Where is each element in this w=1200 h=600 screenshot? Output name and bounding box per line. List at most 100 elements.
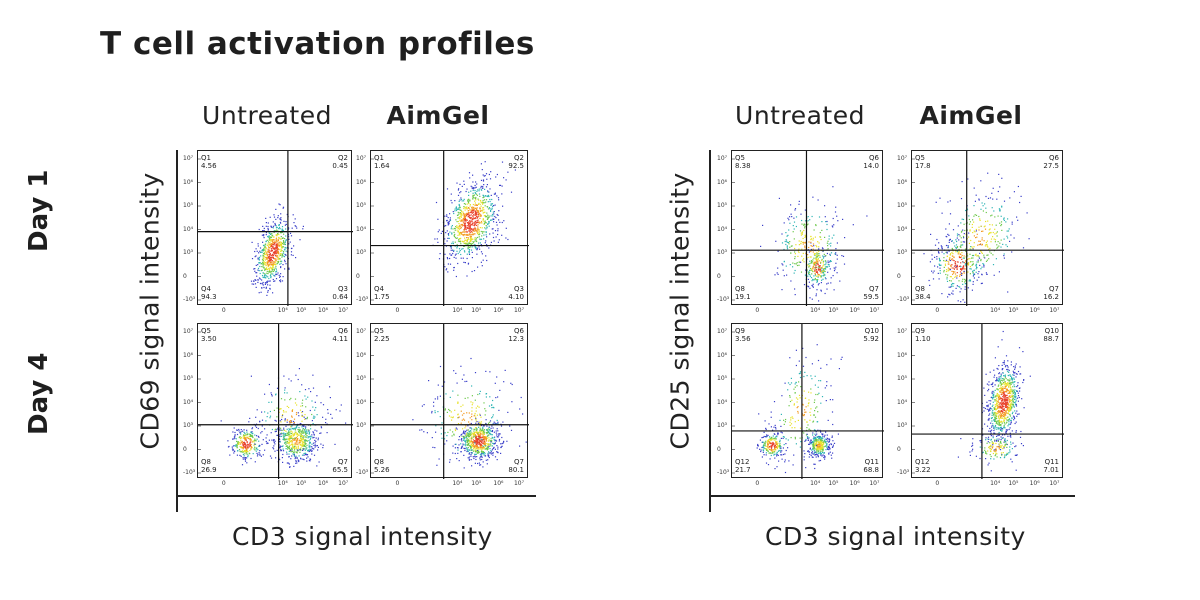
event-dot: [248, 446, 250, 448]
event-dot: [306, 457, 308, 459]
event-dot: [309, 442, 311, 444]
event-dot: [294, 218, 296, 220]
event-dot: [231, 446, 233, 448]
event-dot: [251, 441, 253, 443]
event-dot: [491, 430, 493, 433]
event-dot: [778, 444, 781, 446]
event-dot: [456, 227, 458, 229]
event-dot: [770, 452, 772, 454]
event-dot: [249, 445, 251, 447]
event-dot: [267, 273, 269, 275]
quadrant-name: Q6: [869, 154, 879, 162]
event-dot: [770, 439, 772, 441]
event-dot: [251, 258, 254, 260]
event-dot: [449, 246, 452, 248]
event-dot: [282, 453, 284, 456]
event-dot: [297, 440, 299, 442]
event-dot: [464, 433, 466, 435]
event-dot: [776, 444, 778, 446]
event-dot: [285, 434, 287, 436]
event-dot: [981, 266, 983, 268]
event-dot: [261, 259, 264, 261]
event-dot: [288, 442, 290, 444]
event-dot: [263, 237, 265, 239]
event-dot: [237, 441, 239, 443]
event-dot: [446, 411, 448, 413]
event-dot: [770, 454, 772, 457]
event-dot: [804, 224, 806, 226]
event-dot: [265, 287, 267, 289]
event-dot: [298, 368, 300, 370]
event-dot: [250, 447, 252, 449]
event-dot: [448, 222, 450, 224]
event-dot: [460, 198, 463, 201]
event-dot: [951, 252, 953, 254]
event-dot: [250, 432, 252, 434]
quadrant-label-q6: Q6 27.5: [1043, 154, 1059, 170]
event-dot: [243, 446, 245, 448]
event-dot: [994, 216, 996, 218]
x-tick-label: 10⁷: [513, 480, 524, 487]
event-dot: [282, 242, 284, 244]
event-dot: [294, 456, 296, 458]
event-dot: [264, 273, 266, 275]
event-dot: [431, 410, 433, 413]
event-dot: [277, 427, 279, 429]
event-dot: [835, 206, 837, 208]
event-dot: [463, 221, 465, 223]
event-dot: [267, 225, 269, 228]
event-dot: [242, 453, 244, 455]
event-dot: [474, 456, 476, 458]
event-dot: [813, 254, 815, 256]
event-dot: [962, 218, 965, 221]
event-dot: [476, 247, 479, 249]
event-dot: [467, 237, 469, 239]
event-dot: [815, 259, 817, 261]
event-dot: [494, 192, 496, 194]
event-dot: [804, 235, 807, 237]
event-dot: [477, 452, 479, 454]
event-dot: [279, 242, 281, 244]
event-dot: [828, 243, 830, 245]
event-dot: [461, 433, 463, 435]
event-dot: [296, 442, 298, 444]
event-dot: [949, 200, 951, 202]
event-dot: [956, 237, 958, 239]
event-dot: [246, 441, 248, 444]
event-dot: [808, 281, 810, 283]
event-dot: [255, 286, 257, 288]
event-dot: [457, 447, 459, 449]
event-dot: [1009, 197, 1011, 199]
event-dot: [483, 430, 485, 432]
event-dot: [785, 243, 787, 246]
event-dot: [976, 236, 978, 238]
event-dot: [273, 280, 275, 282]
event-dot: [280, 250, 282, 252]
event-dot: [830, 245, 832, 247]
event-dot: [975, 230, 977, 232]
event-dot: [472, 181, 474, 183]
event-dot: [1003, 238, 1005, 240]
event-dot: [457, 226, 459, 228]
event-dot: [505, 237, 507, 239]
event-dot: [464, 224, 466, 226]
event-dot: [261, 411, 263, 413]
event-dot: [270, 238, 272, 241]
event-dot: [497, 452, 499, 454]
event-dot: [251, 283, 253, 285]
event-dot: [286, 453, 288, 455]
event-dot: [484, 445, 486, 447]
event-dot: [819, 256, 821, 258]
event-dot: [971, 223, 973, 226]
event-dot: [252, 440, 254, 442]
event-dot: [463, 467, 465, 469]
event-dot: [991, 192, 993, 194]
event-dot: [957, 266, 959, 268]
event-dot: [266, 268, 269, 271]
event-dot: [965, 265, 967, 267]
event-dot: [265, 420, 267, 422]
event-dot: [817, 199, 819, 201]
event-dot: [792, 225, 794, 227]
event-dot: [288, 436, 290, 438]
event-dot: [235, 445, 237, 447]
